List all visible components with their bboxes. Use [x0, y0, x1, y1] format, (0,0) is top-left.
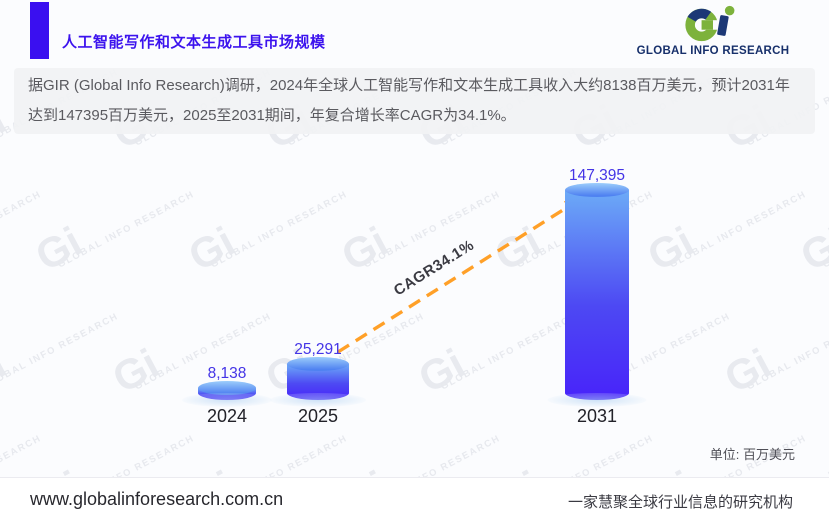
- bar-group-2024: 8,138 2024: [167, 365, 287, 426]
- bar-group-2025: 25,291 2025: [258, 341, 378, 426]
- unit-label: 单位: 百万美元: [709, 447, 795, 462]
- brand-name: GLOBAL INFO RESEARCH: [636, 45, 790, 57]
- bar-shadow: [547, 393, 647, 407]
- bar-group-2031: 147,395 2031: [537, 167, 657, 426]
- gi-logo-icon: [685, 5, 735, 42]
- summary-box: 据GIR (Global Info Research)调研，2024年全球人工智…: [14, 68, 815, 134]
- bar-value-label: 8,138: [207, 365, 247, 382]
- bar-top-cap: [565, 183, 629, 197]
- footer-website: www.globalinforesearch.com.cn: [30, 489, 284, 509]
- bar-shadow: [270, 393, 366, 407]
- bar-shadow: [182, 393, 272, 407]
- footer-tagline: 一家慧聚全球行业信息的研究机构: [567, 494, 793, 511]
- cagr-annotation: CAGR34.1%: [390, 236, 478, 300]
- x-axis-tick-label: 2024: [206, 406, 248, 426]
- cagr-trend-arrow: [337, 198, 582, 354]
- footer: www.globalinforesearch.com.cn 一家慧聚全球行业信息…: [0, 477, 829, 522]
- bar-value-label: 147,395: [568, 167, 626, 184]
- bar-top-cap: [198, 381, 256, 395]
- header: 人工智能写作和文本生成工具市场规模 GLOBAL INFO RESEARCH: [0, 0, 829, 66]
- x-axis-tick-label: 2025: [297, 406, 339, 426]
- bar: [565, 183, 629, 400]
- brand-logo: GLOBAL INFO RESEARCH: [627, 4, 799, 57]
- bar-top-cap: [287, 357, 349, 371]
- x-axis-tick-label: 2031: [576, 406, 618, 426]
- page-title: 人工智能写作和文本生成工具市场规模: [62, 34, 326, 51]
- bar-value-label: 25,291: [294, 341, 342, 358]
- title-accent-bar: [30, 2, 49, 59]
- bar-chart: CAGR34.1% 8,138 2024 25,291 2025 147,395 2031: [0, 140, 829, 470]
- summary-text: 据GIR (Global Info Research)调研，2024年全球人工智…: [28, 77, 790, 124]
